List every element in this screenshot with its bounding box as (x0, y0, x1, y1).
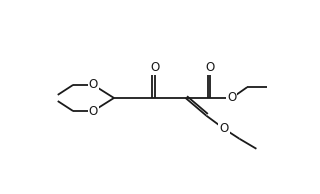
Text: O: O (89, 105, 98, 118)
Text: O: O (89, 78, 98, 91)
Text: O: O (150, 61, 159, 74)
Text: O: O (205, 61, 215, 74)
Text: O: O (227, 91, 236, 105)
Text: O: O (220, 122, 229, 135)
